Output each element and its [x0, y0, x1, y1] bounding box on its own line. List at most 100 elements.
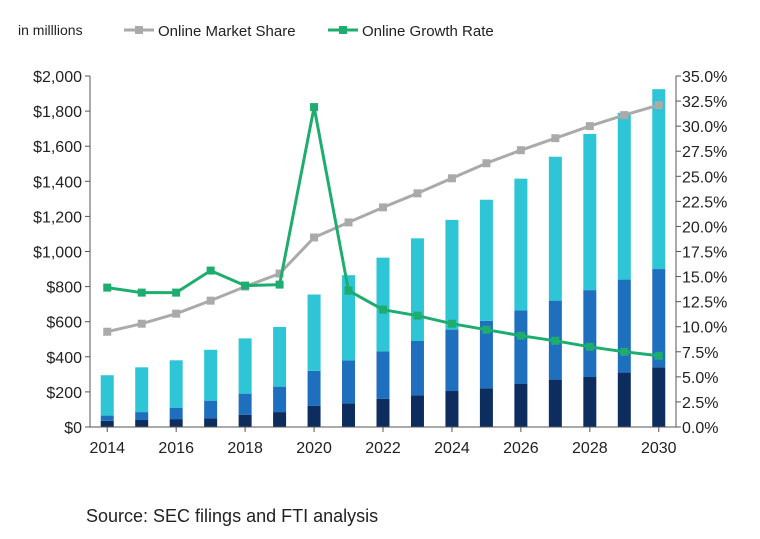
bar-segment-2018-3: [238, 338, 252, 394]
bar-segment-2030-2: [652, 269, 666, 368]
bar-segment-2025-1: [479, 388, 493, 427]
x-tick-label: 2022: [365, 440, 401, 457]
line-1-marker-2015: [137, 319, 146, 328]
bar-segment-2029-1: [617, 372, 631, 427]
y-left-tick-label: $1,800: [33, 104, 82, 121]
y-right-tick-label: 22.5%: [682, 194, 727, 211]
y-left-tick-label: $200: [46, 385, 82, 402]
line-1-marker-2014: [103, 327, 112, 336]
bar-segment-2022-1: [376, 398, 390, 427]
line-1-marker-2029: [620, 111, 629, 120]
line-1-marker-2026: [516, 146, 525, 155]
bar-segment-2029-2: [617, 279, 631, 373]
line-2-marker-2026: [516, 331, 525, 340]
legend-swatch-marker: [339, 26, 347, 34]
y-left-tick-label: $1,600: [33, 139, 82, 156]
y-left-tick-label: $2,000: [33, 69, 82, 86]
bar-segment-2021-3: [342, 275, 356, 361]
line-2-marker-2024: [447, 319, 456, 328]
bar-segment-2025-3: [479, 199, 493, 321]
y-right-tick-label: 32.5%: [682, 94, 727, 111]
bar-segment-2024-2: [445, 329, 459, 392]
bar-segment-2022-3: [376, 257, 390, 352]
bar-segment-2015-3: [135, 367, 149, 413]
bar-segment-2023-3: [410, 238, 424, 342]
line-2-marker-2023: [413, 311, 422, 320]
y-right-tick-label: 30.0%: [682, 119, 727, 136]
bar-segment-2027-1: [548, 379, 562, 427]
line-2-marker-2016: [172, 288, 181, 297]
stacked-bars: [100, 89, 666, 427]
legend: in milllions Online Market Share Online Gr…: [18, 22, 494, 40]
y-right-tick-label: 5.0%: [682, 370, 718, 387]
bar-segment-2020-1: [307, 405, 321, 427]
line-1-marker-2017: [206, 296, 215, 305]
line-1-marker-2024: [447, 174, 456, 183]
line-2-marker-2020: [310, 103, 319, 112]
bar-segment-2028-2: [583, 290, 597, 377]
bar-segment-2018-2: [238, 393, 252, 415]
x-tick-label: 2028: [572, 440, 608, 457]
line-1-marker-2019: [275, 269, 284, 278]
line-2-marker-2017: [206, 266, 215, 275]
bar-segment-2018-1: [238, 414, 252, 427]
bar-segment-2025-2: [479, 320, 493, 389]
bar-segment-2024-1: [445, 391, 459, 427]
y-left-tick-label: $1,000: [33, 245, 82, 262]
bar-segment-2016-3: [169, 360, 183, 408]
bar-segment-2015-1: [135, 419, 149, 427]
line-1-marker-2023: [413, 189, 422, 198]
line-2-marker-2021: [344, 286, 353, 295]
line-2-marker-2022: [379, 305, 387, 314]
bar-segment-2029-3: [617, 112, 631, 280]
line-2-marker-2014: [103, 283, 112, 292]
y-left-tick-label: $1,200: [33, 209, 82, 226]
y-right-tick-label: 17.5%: [682, 245, 727, 262]
bar-segment-2015-2: [135, 412, 149, 420]
legend-label: Online Market Share: [158, 23, 296, 40]
y-right-tick-label: 27.5%: [682, 144, 727, 161]
y-right-tick-label: 0.0%: [682, 420, 718, 437]
line-1-marker-2030: [654, 101, 663, 110]
x-tick-label: 2020: [296, 440, 332, 457]
line-1-marker-2028: [585, 122, 594, 131]
x-tick-label: 2030: [641, 440, 677, 457]
bar-segment-2019-1: [273, 412, 287, 427]
line-2-marker-2019: [275, 280, 284, 289]
legend-swatch-marker: [135, 26, 143, 34]
line-1-marker-2022: [379, 203, 387, 212]
y-right-tick-label: 12.5%: [682, 295, 727, 312]
y-right-tick-label: 25.0%: [682, 169, 727, 186]
line-2-marker-2025: [482, 325, 491, 334]
line-1-marker-2016: [172, 309, 181, 318]
bar-segment-2030-1: [652, 367, 666, 427]
y-right-tick-label: 20.0%: [682, 219, 727, 236]
unit-label: in milllions: [18, 22, 83, 38]
x-tick-label: 2014: [89, 440, 125, 457]
x-tick-label: 2024: [434, 440, 470, 457]
bar-segment-2017-2: [204, 400, 218, 419]
bar-segment-2022-2: [376, 351, 390, 399]
bar-segment-2023-1: [410, 395, 424, 427]
bar-segment-2014-3: [100, 375, 114, 416]
y-left-tick-label: $400: [46, 350, 82, 367]
bar-segment-2026-1: [514, 384, 528, 427]
x-tick-label: 2026: [503, 440, 539, 457]
bar-segment-2027-3: [548, 156, 562, 301]
line-1-marker-2020: [310, 233, 319, 242]
y-left-tick-label: $600: [46, 315, 82, 332]
y-right-tick-label: 7.5%: [682, 345, 718, 362]
line-2-marker-2028: [585, 342, 594, 351]
bar-segment-2028-1: [583, 376, 597, 427]
bar-segment-2016-2: [169, 407, 183, 420]
y-left-tick-label: $1,400: [33, 174, 82, 191]
line-series: [103, 101, 663, 360]
bar-segment-2020-3: [307, 294, 321, 371]
x-tick-label: 2018: [227, 440, 263, 457]
line-2-marker-2029: [620, 347, 629, 356]
bar-segment-2024-3: [445, 219, 459, 330]
y-left-tick-label: $800: [46, 280, 82, 297]
bar-segment-2026-2: [514, 310, 528, 385]
line-1-marker-2021: [344, 218, 353, 227]
